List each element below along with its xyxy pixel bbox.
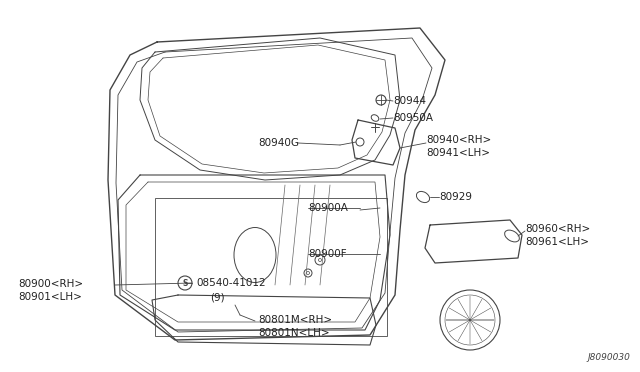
Text: 80929: 80929 [439, 192, 472, 202]
Text: 80900F: 80900F [308, 249, 347, 259]
Text: 80944: 80944 [393, 96, 426, 106]
Circle shape [307, 272, 310, 275]
Text: 80801N<LH>: 80801N<LH> [258, 328, 330, 338]
Text: 80900<RH>: 80900<RH> [18, 279, 83, 289]
Text: 80801M<RH>: 80801M<RH> [258, 315, 332, 325]
Text: 80941<LH>: 80941<LH> [426, 148, 490, 158]
Text: 80901<LH>: 80901<LH> [18, 292, 82, 302]
Text: 80961<LH>: 80961<LH> [525, 237, 589, 247]
Text: J8090030: J8090030 [587, 353, 630, 362]
Text: S: S [182, 279, 188, 288]
Text: 80900A: 80900A [308, 203, 348, 213]
Text: 80960<RH>: 80960<RH> [525, 224, 590, 234]
Bar [155, 198, 387, 336]
Text: (9): (9) [210, 292, 225, 302]
Text: 08540-41012: 08540-41012 [196, 278, 266, 288]
Text: 80940G: 80940G [258, 138, 299, 148]
Circle shape [319, 259, 321, 262]
Text: 80940<RH>: 80940<RH> [426, 135, 492, 145]
Text: 80950A: 80950A [393, 113, 433, 123]
